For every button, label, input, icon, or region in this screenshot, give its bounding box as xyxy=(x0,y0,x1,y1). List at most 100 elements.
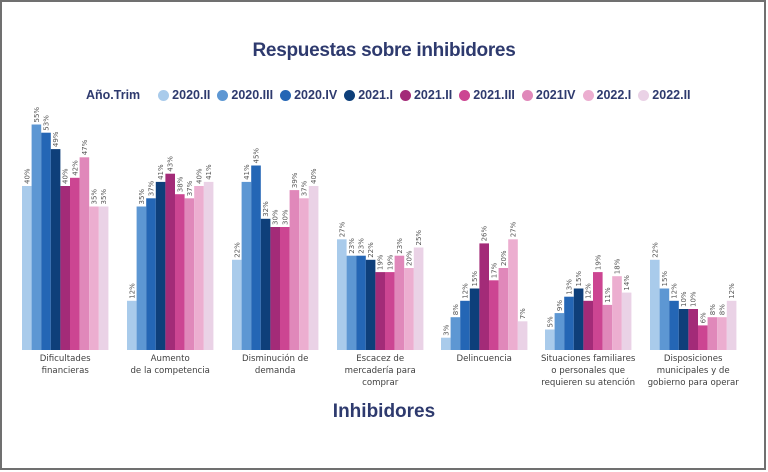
category-label: Escacez de mercadería para comprar xyxy=(345,354,416,388)
bar xyxy=(394,255,405,350)
data-label: 30% xyxy=(281,209,289,225)
bar-group: 5%9%13%15%12% 19% 11% 18%14% xyxy=(545,254,632,350)
bar xyxy=(508,239,518,350)
data-label: 15% xyxy=(575,271,583,287)
data-label: 13% xyxy=(566,279,574,295)
bar xyxy=(489,280,499,350)
bar xyxy=(356,255,366,350)
category-label: Situaciones familiares o personales que re… xyxy=(541,354,636,388)
legend-swatch-icon xyxy=(217,89,229,101)
bar xyxy=(688,309,698,350)
data-label: 17% xyxy=(490,262,498,278)
data-label: 20% xyxy=(406,250,414,266)
bar xyxy=(175,194,185,350)
data-label: 12% xyxy=(728,283,736,299)
bar xyxy=(404,268,414,350)
data-label: 35% xyxy=(100,189,108,205)
bar-group: 22%15%12%10% 10%6%8% 8%12% xyxy=(650,242,737,350)
data-label: 19% xyxy=(386,254,394,270)
bar xyxy=(375,272,385,350)
legend: Año.Trim 2020.II 2020.III 2020.IV 2021.I 202… xyxy=(86,86,698,104)
bar xyxy=(479,243,489,350)
bar xyxy=(564,296,574,350)
bar xyxy=(136,206,147,350)
bar-group: 3%8%12%15% 26% 17%20% 27% 7% xyxy=(441,221,528,350)
data-label: 6% xyxy=(699,312,707,323)
bar xyxy=(346,255,357,350)
bar xyxy=(593,272,603,350)
bar xyxy=(41,132,51,350)
data-label: 18% xyxy=(614,258,622,274)
data-label: 12% xyxy=(671,283,679,299)
data-label: 42% xyxy=(71,160,79,176)
data-label: 3% xyxy=(442,324,450,335)
data-label: 26% xyxy=(481,225,489,241)
bar xyxy=(260,218,271,350)
bar xyxy=(612,276,622,350)
data-label: 8% xyxy=(719,304,727,315)
legend-label: 2022.I xyxy=(596,88,632,102)
x-axis-title: Inhibidores xyxy=(332,401,436,422)
data-label: 47% xyxy=(81,139,89,155)
data-label: 11% xyxy=(604,287,612,303)
bar xyxy=(232,259,242,350)
data-label: 23% xyxy=(358,238,366,254)
bar xyxy=(203,181,214,350)
bar xyxy=(365,259,376,350)
bar xyxy=(583,300,593,350)
legend-swatch-icon xyxy=(521,89,533,101)
legend-item: 2021.II xyxy=(399,88,452,102)
bar xyxy=(698,325,708,350)
bar xyxy=(165,173,175,350)
data-label: 23% xyxy=(348,238,356,254)
legend-item: 2022.I xyxy=(582,88,632,102)
legend-label: 2021.I xyxy=(358,88,393,102)
data-label: 20% xyxy=(500,250,508,266)
bar-group: 22%41%45%32%30% 30%39%37%40% xyxy=(232,148,319,350)
bar xyxy=(60,186,70,350)
data-label: 22% xyxy=(367,242,375,258)
legend-swatch-icon xyxy=(280,89,292,101)
data-label: 41% xyxy=(243,164,251,180)
bar xyxy=(545,329,555,350)
bar xyxy=(678,309,689,350)
legend-swatch-icon xyxy=(158,89,170,101)
data-label: 40% xyxy=(196,168,204,184)
legend-label: 2020.IV xyxy=(294,88,338,102)
data-label: 15% xyxy=(661,271,669,287)
data-label: 19% xyxy=(377,254,385,270)
data-label: 37% xyxy=(148,180,156,196)
data-label: 5% xyxy=(546,316,554,327)
data-label: 12% xyxy=(462,283,470,299)
bar xyxy=(441,337,451,350)
bar xyxy=(385,272,395,350)
legend-label: 2021IV xyxy=(535,88,576,102)
chart-title: Respuestas sobre inhibidores xyxy=(252,40,516,61)
legend-title: Año.Trim xyxy=(86,88,141,102)
data-label: 25% xyxy=(415,230,423,246)
bar xyxy=(498,268,509,350)
category-label: Aumento de la competencia xyxy=(130,354,209,376)
bar xyxy=(50,149,61,350)
category-label: Disminución de demanda xyxy=(242,353,308,376)
bar xyxy=(726,300,737,350)
data-label: 27% xyxy=(338,221,346,237)
data-label: 41% xyxy=(205,164,213,180)
data-label: 40% xyxy=(23,168,31,184)
bar xyxy=(127,300,137,350)
bar xyxy=(707,317,718,350)
data-label: 14% xyxy=(623,275,631,291)
bar xyxy=(413,247,424,350)
bar xyxy=(554,313,565,350)
category-label: Delincuencia xyxy=(456,354,511,364)
bar xyxy=(289,190,300,350)
bar xyxy=(717,317,727,350)
bar-group: 40%55%53%49%40%42%47%35% 35% xyxy=(22,107,109,350)
data-label: 10% xyxy=(690,291,698,307)
bar xyxy=(22,186,32,350)
data-label: 9% xyxy=(556,300,564,311)
legend-swatch-icon xyxy=(459,89,471,101)
legend-label: 2021.III xyxy=(473,88,515,102)
data-label: 19% xyxy=(594,254,602,270)
